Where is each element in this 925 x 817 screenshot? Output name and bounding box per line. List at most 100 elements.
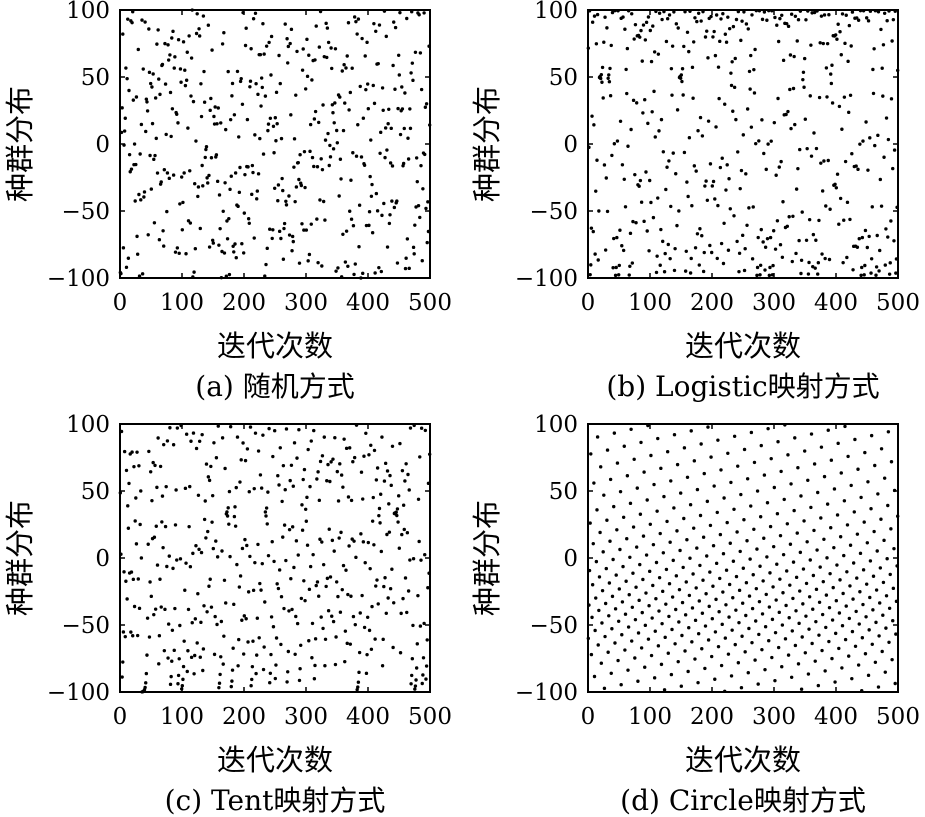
data-point <box>331 457 335 461</box>
data-point <box>803 117 808 121</box>
x-tick-label: 100 <box>628 704 672 730</box>
data-point <box>309 439 313 443</box>
data-point <box>878 177 883 182</box>
data-point <box>712 29 716 34</box>
data-point <box>403 266 408 271</box>
data-point <box>405 16 409 21</box>
data-point <box>791 214 795 218</box>
data-point <box>731 596 735 600</box>
data-point <box>320 454 325 458</box>
data-point <box>155 563 160 567</box>
data-point <box>281 257 286 261</box>
data-point <box>882 155 886 159</box>
data-point <box>845 570 849 574</box>
data-point <box>788 53 793 57</box>
data-point <box>286 61 290 65</box>
data-point <box>199 620 203 625</box>
data-point <box>267 40 271 45</box>
data-point <box>606 76 610 81</box>
data-point <box>315 217 319 221</box>
data-point <box>879 447 884 451</box>
data-point <box>298 667 302 671</box>
data-point <box>199 114 204 119</box>
axis-ticks <box>587 9 899 279</box>
data-point <box>812 131 816 135</box>
data-point <box>801 70 806 74</box>
data-point <box>627 273 631 277</box>
data-point <box>855 245 860 249</box>
data-point <box>788 542 793 546</box>
data-point <box>889 460 894 464</box>
data-point <box>770 655 774 660</box>
data-point <box>646 637 651 641</box>
data-point <box>292 565 296 570</box>
data-point <box>267 426 271 431</box>
data-point <box>225 237 230 241</box>
data-point <box>887 9 891 13</box>
data-point <box>840 12 845 16</box>
data-point <box>402 126 406 131</box>
data-point <box>881 580 886 585</box>
data-point <box>829 81 834 86</box>
data-point <box>149 594 154 599</box>
data-point <box>181 664 186 669</box>
data-point <box>743 650 747 654</box>
data-point <box>758 273 762 277</box>
data-point <box>233 171 238 175</box>
data-point <box>217 193 222 197</box>
data-point <box>624 579 628 583</box>
data-point <box>838 196 843 201</box>
data-point <box>729 71 733 75</box>
data-point <box>630 12 634 16</box>
data-point <box>171 173 176 177</box>
data-point <box>361 116 366 120</box>
data-point <box>151 72 155 76</box>
data-point <box>191 431 196 435</box>
data-point <box>767 8 771 13</box>
data-point <box>728 541 732 545</box>
data-point <box>815 9 819 13</box>
data-point <box>394 510 398 514</box>
data-point <box>228 187 232 192</box>
data-point <box>313 109 318 114</box>
data-point <box>655 254 659 258</box>
x-tick-label: 200 <box>222 704 266 730</box>
data-point <box>647 604 651 608</box>
axis-ticks <box>119 9 431 279</box>
data-point <box>748 557 752 561</box>
data-point <box>157 238 162 242</box>
data-point <box>297 678 302 683</box>
data-point <box>625 536 629 541</box>
data-point <box>871 574 876 578</box>
data-point <box>736 150 740 154</box>
data-point <box>224 601 228 605</box>
data-point <box>282 221 287 226</box>
data-point <box>277 483 281 487</box>
data-point <box>717 610 721 614</box>
data-point <box>692 526 696 530</box>
data-point <box>418 455 422 459</box>
data-point <box>348 209 352 213</box>
data-point <box>713 630 718 634</box>
data-point <box>143 20 147 24</box>
data-point <box>238 480 242 484</box>
data-point <box>670 627 674 632</box>
data-point <box>842 95 847 99</box>
data-point <box>586 46 591 50</box>
data-point <box>866 480 870 484</box>
data-point <box>774 598 778 602</box>
data-point <box>742 518 746 522</box>
data-point <box>308 149 312 154</box>
data-point <box>679 73 684 77</box>
data-point <box>784 112 788 117</box>
data-point <box>210 493 215 498</box>
data-point <box>221 662 225 666</box>
data-point <box>788 87 792 92</box>
data-point <box>235 435 240 439</box>
data-point <box>264 506 269 510</box>
data-point <box>876 133 880 138</box>
data-point <box>241 652 246 656</box>
data-point <box>217 681 222 685</box>
data-point <box>220 436 225 440</box>
data-point <box>737 620 741 625</box>
